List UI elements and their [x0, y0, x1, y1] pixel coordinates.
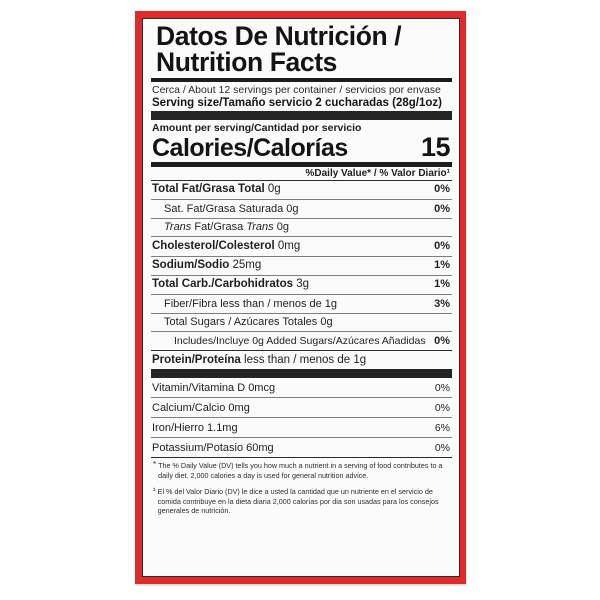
footnote-english: * The % Daily Value (DV) tells you how m… — [151, 458, 452, 480]
calories-label: Calories/Calorías — [152, 133, 348, 162]
nutrient-name: Sodium/Sodio 25mg — [152, 259, 262, 272]
nutrient-daily-value: 0% — [434, 239, 450, 252]
nutrient-daily-value: 1% — [434, 278, 450, 291]
nutrient-row: Total Fat/Grasa Total 0g 0% — [151, 181, 452, 199]
calories-value: 15 — [420, 131, 451, 162]
nutrient-daily-value: 0% — [434, 334, 450, 347]
footnote-english-marker: * — [153, 460, 157, 470]
row-divider — [151, 236, 452, 238]
nutrient-row: Protein/Proteína less than / menos de 1g — [151, 351, 452, 369]
nutrient-row: Sodium/Sodio 25mg 1% — [151, 257, 452, 275]
nutrient-name: Total Fat/Grasa Total 0g — [152, 183, 281, 196]
nutrient-list: Total Fat/Grasa Total 0g 0% Sat. Fat/Grasa… — [151, 181, 452, 369]
divider-above-footnotes — [151, 457, 452, 459]
nutrition-facts-label: Datos De Nutrición / Nutrition Facts Cer… — [135, 11, 466, 584]
nutrition-facts-panel: Datos De Nutrición / Nutrition Facts Cer… — [142, 18, 460, 577]
nutrient-daily-value: 0% — [434, 183, 450, 196]
row-divider — [151, 312, 452, 314]
calories-row: Calories/Calorías 15 — [151, 131, 452, 162]
row-divider — [151, 417, 452, 419]
row-divider — [151, 397, 452, 399]
divider-thick-bottom — [151, 369, 452, 379]
divider-under-calories — [151, 161, 452, 167]
nutrient-row: Trans Fat/Grasa Trans 0g — [151, 219, 452, 237]
nutrient-name: Fiber/Fibra less than / menos de 1g — [164, 297, 338, 310]
nutrient-daily-value: 0% — [434, 202, 450, 215]
divider-thick-top — [151, 110, 452, 120]
footnote-spanish-text: El % del Valor Diario (DV) le dice a ust… — [157, 487, 439, 516]
nutrient-name: Total Sugars / Azúcares Totales 0g — [164, 316, 333, 329]
row-divider — [151, 294, 452, 296]
nutrient-row: Total Sugars / Azúcares Totales 0g — [151, 314, 452, 332]
row-divider — [151, 255, 452, 257]
nutrient-daily-value: 3% — [434, 297, 450, 310]
panel-spacer — [151, 516, 452, 573]
vitamin-name: Vitamin/Vitamina D 0mcg — [152, 381, 276, 394]
vitamin-name: Iron/Hierro 1.1mg — [152, 421, 238, 434]
vitamin-row: Potassium/Potasio 60mg 0% — [151, 438, 452, 457]
vitamin-daily-value: 0% — [434, 441, 450, 454]
nutrient-row: Cholesterol/Colesterol 0mg 0% — [151, 237, 452, 255]
row-divider — [151, 199, 452, 201]
nutrient-row: Fiber/Fibra less than / menos de 1g 3% — [151, 295, 452, 313]
vitamin-row: Calcium/Calcio 0mg 0% — [151, 398, 452, 417]
title-line-spanish: Datos De Nutrición / — [156, 21, 402, 51]
vitamin-daily-value: 0% — [434, 381, 450, 394]
row-divider — [151, 217, 452, 219]
row-divider — [151, 437, 452, 439]
nutrient-row: Total Carb./Carbohidratos 3g 1% — [151, 276, 452, 294]
divider-under-dv-header — [151, 179, 452, 181]
title-line-english: Nutrition Facts — [156, 46, 337, 77]
nutrient-name: Sat. Fat/Grasa Saturada 0g — [164, 202, 299, 215]
nutrient-name: Protein/Proteína less than / menos de 1g — [152, 353, 367, 366]
row-divider — [151, 331, 452, 333]
vitamin-name: Calcium/Calcio 0mg — [152, 401, 250, 414]
nutrient-row: Includes/Incluye 0g Added Sugars/Azúcare… — [151, 332, 452, 350]
vitamin-daily-value: 0% — [434, 401, 450, 414]
row-divider — [151, 350, 452, 352]
footnote-spanish: ¹ El % del Valor Diario (DV) le dice a u… — [151, 484, 452, 516]
serving-size: Serving size/Tamaño servicio 2 cucharada… — [152, 96, 442, 109]
nutrient-name: Includes/Incluye 0g Added Sugars/Azúcare… — [174, 334, 426, 347]
vitamin-list: Vitamin/Vitamina D 0mcg 0% Calcium/Calcio … — [151, 378, 452, 457]
amount-per-serving-label: Amount per serving/Cantidad por servicio — [152, 121, 362, 134]
nutrient-row: Sat. Fat/Grasa Saturada 0g 0% — [151, 200, 452, 218]
vitamin-daily-value: 6% — [434, 421, 450, 434]
nutrient-daily-value: 1% — [434, 259, 450, 272]
vitamin-row: Vitamin/Vitamina D 0mcg 0% — [151, 378, 452, 397]
nutrient-name: Cholesterol/Colesterol 0mg — [152, 239, 301, 252]
daily-value-header: %Daily Value* / % Valor Diario¹ — [305, 167, 450, 179]
nutrient-name: Total Carb./Carbohidratos 3g — [152, 278, 309, 291]
page-title: Datos De Nutrición / Nutrition Facts — [156, 21, 452, 77]
footnote-spanish-marker: ¹ — [153, 486, 156, 496]
row-divider — [151, 274, 452, 276]
divider-under-title — [151, 77, 452, 82]
footnote-english-text: The % Daily Value (DV) tells you how muc… — [158, 461, 443, 480]
servings-per-container: Cerca / About 12 servings per container … — [152, 83, 441, 96]
vitamin-row: Iron/Hierro 1.1mg 6% — [151, 418, 452, 437]
vitamin-name: Potassium/Potasio 60mg — [152, 441, 274, 454]
nutrient-name: Trans Fat/Grasa Trans 0g — [164, 221, 289, 234]
